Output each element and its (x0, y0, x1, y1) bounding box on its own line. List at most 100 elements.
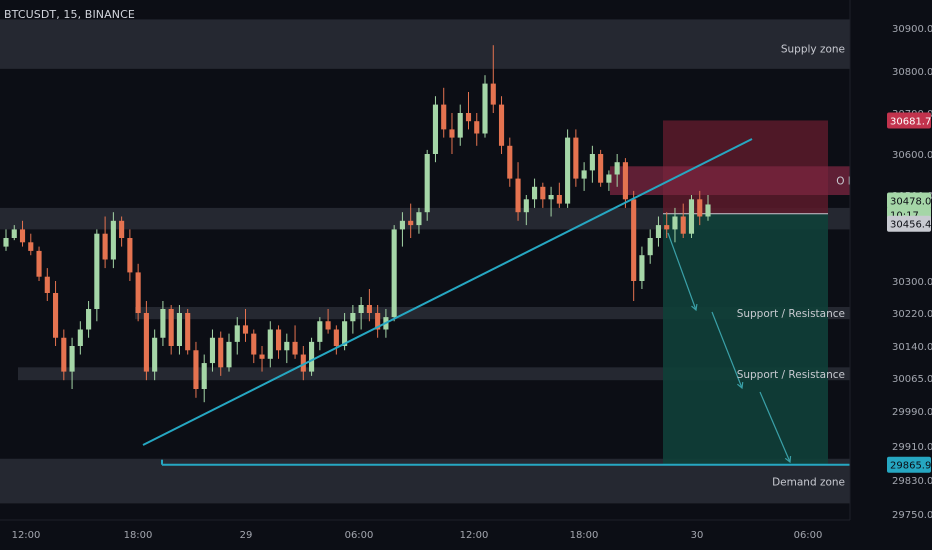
price-tick-10: 29910.00 (892, 442, 932, 453)
candle-body (69, 346, 75, 372)
candle-body (193, 350, 199, 389)
candle-body (408, 220, 414, 226)
price-tick-12: 29750.00 (892, 510, 932, 521)
zone-label-2: Support / Resistance (737, 308, 845, 320)
candle-body (474, 121, 480, 134)
candle-body (375, 313, 381, 330)
candle-body (143, 313, 149, 372)
price-tick-3: 30600.00 (892, 150, 932, 161)
candle-body (44, 276, 50, 293)
price-tick-9: 29990.00 (892, 407, 932, 418)
candle-body (532, 186, 538, 200)
candle-body (119, 220, 125, 238)
candle-body (28, 242, 34, 251)
candle-body (556, 195, 562, 204)
projection-arrow-0 (667, 232, 697, 311)
candle-body (515, 178, 521, 213)
candle-body (573, 137, 579, 179)
time-axis-panel[interactable] (0, 520, 932, 550)
candle-body (705, 204, 711, 217)
candle-body (275, 329, 282, 351)
candle-body (457, 113, 463, 138)
zone-0 (0, 19, 850, 69)
zone-label-3: Support / Resistance (737, 369, 845, 381)
candle-body (3, 238, 9, 247)
candle-body (672, 216, 678, 230)
candle-body (622, 162, 628, 200)
time-tick-2: 29 (240, 530, 253, 541)
price-tick-6: 30220.00 (892, 309, 932, 320)
candle-body (127, 238, 133, 273)
candle-body (688, 199, 695, 234)
projection-arrow-2 (759, 391, 791, 463)
candle-body (110, 220, 116, 260)
candle-body (201, 363, 207, 389)
candle-body (655, 225, 662, 238)
arrow-head-0 (691, 303, 698, 312)
candle-body (234, 325, 240, 342)
candle-body (507, 145, 513, 179)
zone-label-0: Supply zone (781, 43, 845, 55)
candle-body (482, 83, 488, 134)
candle-body (185, 313, 191, 351)
candle-body (226, 341, 232, 368)
candle-body (614, 162, 620, 175)
candle-body (342, 321, 348, 346)
time-tick-3: 06:00 (345, 530, 374, 541)
candle-body (366, 305, 372, 313)
candle-body (424, 154, 430, 213)
price-tag-last: 30478.00 (890, 196, 932, 207)
candle-body (242, 325, 249, 334)
price-tick-11: 29830.00 (892, 476, 932, 487)
candle-body (86, 309, 92, 330)
candle-body (168, 309, 174, 346)
candle-body (680, 216, 686, 234)
candle-body (52, 293, 59, 338)
time-axis: 12:00 18:00 29 06:00 12:00 18:00 30 06:00 (12, 530, 823, 541)
trendline (142, 138, 753, 446)
price-tag-entry: 30456.40 (890, 220, 932, 231)
candle-body (589, 154, 595, 171)
time-tick-1: 18:00 (124, 530, 153, 541)
candle-body (61, 337, 67, 372)
arrow-head-1 (737, 381, 744, 390)
price-tag-bg-entry (887, 215, 931, 232)
labels-layer: Supply zone Support / Resistance Support /… (737, 43, 855, 488)
price-tag-bg-target (887, 456, 931, 473)
candle-body (102, 233, 108, 260)
candle-body (36, 250, 42, 277)
candle-body (317, 321, 323, 342)
candle-body (209, 337, 216, 364)
candle-body (465, 113, 472, 122)
zone-label-4: Demand zone (772, 476, 845, 488)
candle-body (284, 341, 290, 351)
candle-body (498, 104, 505, 146)
symbol-label: BTCUSDT, 15, BINANCE (4, 8, 135, 21)
candle-body (77, 329, 83, 346)
candle-body (300, 354, 306, 372)
candle-body (449, 129, 455, 138)
price-tick-0: 30900.00 (892, 24, 932, 35)
price-tag-bg-stop (887, 112, 931, 129)
time-tick-5: 18:00 (570, 530, 599, 541)
candle-body (631, 199, 637, 281)
candle-body (267, 329, 273, 359)
candle-body (606, 174, 612, 183)
time-tick-7: 06:00 (794, 530, 823, 541)
price-tag-target: 29865.99 (890, 461, 932, 472)
candle-body (176, 313, 182, 346)
candle-body (152, 337, 158, 372)
candle-body (218, 337, 224, 368)
candle-body (309, 341, 315, 372)
candle-body (399, 220, 405, 230)
price-tick-8: 30065.00 (892, 374, 932, 385)
price-axis-panel[interactable] (850, 0, 932, 520)
candle-body (391, 229, 397, 318)
take-profit-zone (663, 213, 828, 465)
candle-body (441, 104, 447, 130)
price-tick-1: 30800.00 (892, 67, 932, 78)
zones-layer (0, 19, 860, 504)
price-tags: 30681.7930478.0010:1730456.4029865.99 (887, 112, 932, 473)
price-tick-5: 30300.00 (892, 277, 932, 288)
